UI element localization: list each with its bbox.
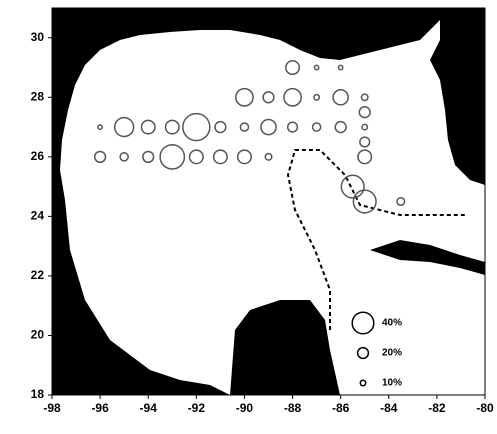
bubble xyxy=(235,87,254,107)
x-tick-label: -96 xyxy=(91,401,109,415)
bubble xyxy=(340,174,365,199)
x-tick-label: -90 xyxy=(236,401,254,415)
land-cuba xyxy=(370,240,485,275)
x-tick-label: -82 xyxy=(428,401,446,415)
bubble xyxy=(285,60,301,76)
land-mexico-us xyxy=(52,8,440,395)
bubble xyxy=(332,88,349,106)
bubble xyxy=(262,91,275,104)
bubble xyxy=(182,112,211,142)
legend-bubble xyxy=(356,346,370,360)
bubble xyxy=(236,149,252,165)
bubble xyxy=(214,120,227,134)
bubble xyxy=(97,124,104,130)
bubble xyxy=(239,122,250,132)
legend-bubble xyxy=(359,379,367,387)
y-tick-label: 26 xyxy=(31,149,45,163)
bubble xyxy=(113,116,135,138)
bubble xyxy=(313,93,321,101)
bubble xyxy=(352,189,377,214)
bubble xyxy=(286,121,299,133)
land-yucatan xyxy=(230,300,340,395)
bubble xyxy=(396,196,406,207)
bubble xyxy=(119,152,129,162)
bubble xyxy=(164,119,180,135)
y-tick-label: 24 xyxy=(31,209,45,223)
legend-label: 20% xyxy=(382,348,402,359)
bubble xyxy=(337,64,344,71)
bubble xyxy=(283,87,302,107)
bubble xyxy=(159,143,186,170)
loop-current xyxy=(286,149,465,330)
legend-bubble xyxy=(351,311,375,335)
bubble xyxy=(140,119,156,135)
bubble xyxy=(357,149,373,165)
y-tick-label: 28 xyxy=(31,89,45,103)
x-tick-label: -80 xyxy=(476,401,494,415)
x-tick-label: -98 xyxy=(43,401,61,415)
land-florida xyxy=(430,8,485,185)
y-tick-label: 30 xyxy=(31,30,45,44)
y-tick-label: 22 xyxy=(31,268,45,282)
legend-label: 10% xyxy=(382,378,402,389)
bubble xyxy=(311,122,322,132)
bubble xyxy=(142,150,155,163)
x-tick-label: -92 xyxy=(188,401,206,415)
bubble xyxy=(359,136,371,148)
x-tick-label: -88 xyxy=(284,401,302,415)
bubble xyxy=(360,93,369,102)
x-tick-label: -84 xyxy=(380,401,398,415)
bubble xyxy=(361,123,369,131)
bubble xyxy=(313,64,320,71)
x-tick-label: -94 xyxy=(140,401,158,415)
bubble xyxy=(188,149,204,165)
x-tick-label: -86 xyxy=(332,401,350,415)
bubble xyxy=(358,106,371,119)
bubble xyxy=(212,149,228,165)
bubble xyxy=(264,152,273,161)
bubble xyxy=(334,120,347,134)
y-tick-label: 20 xyxy=(31,328,45,342)
bubble xyxy=(260,118,277,136)
bubble xyxy=(93,150,107,163)
y-tick-label: 18 xyxy=(31,387,45,401)
legend-label: 40% xyxy=(382,318,402,329)
